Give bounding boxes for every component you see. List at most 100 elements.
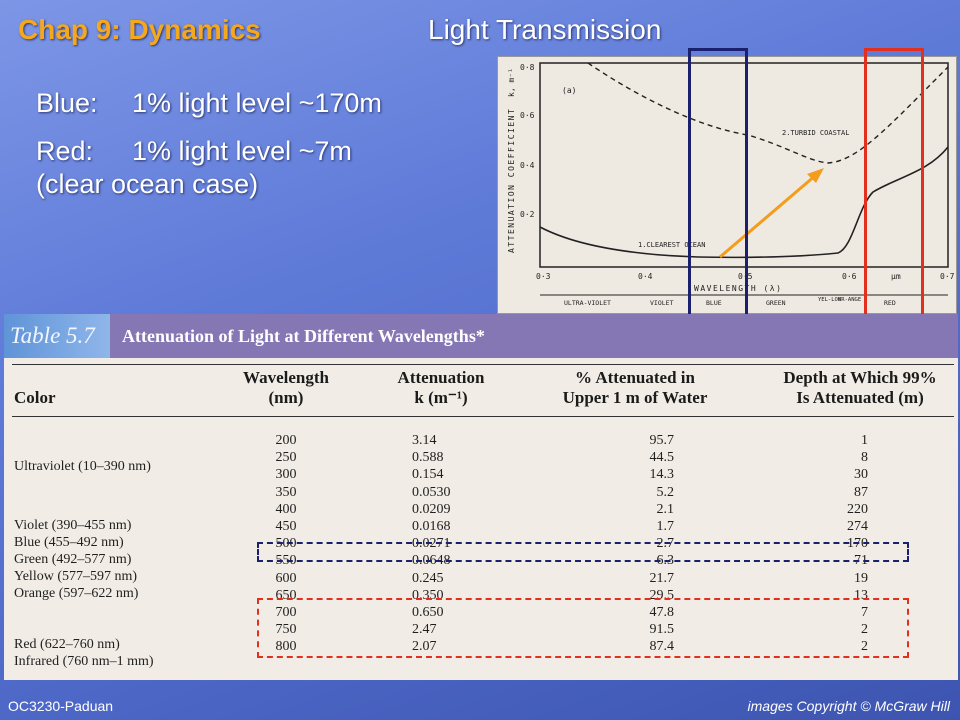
- depth-cell: 8: [861, 450, 868, 466]
- y-tick-label: 0·4: [520, 161, 535, 170]
- footer-copyright: images Copyright © McGraw Hill: [747, 698, 950, 714]
- band-label: VIOLET: [650, 299, 674, 307]
- col-header-percent: % Attenuated in Upper 1 m of Water: [562, 368, 708, 407]
- bullet-red: Red: 1% light level ~7m: [36, 134, 382, 168]
- clearest-ocean-curve: [539, 146, 949, 259]
- band-label: GREEN: [766, 299, 786, 307]
- band-label: RED: [884, 299, 896, 307]
- attenuation-cell: 0.650: [412, 605, 444, 620]
- bullet-text: 1% light level ~7m: [132, 136, 352, 166]
- y-axis-unit: k, m⁻¹: [507, 68, 516, 97]
- bullet-list: Blue: 1% light level ~170m Red: 1% light…: [36, 86, 382, 200]
- bullet-blue: Blue: 1% light level ~170m: [36, 86, 382, 120]
- percent-cell: 95.7: [649, 433, 675, 448]
- attenuation-cell: 0.0168: [412, 519, 451, 534]
- wavelength-cell: 750: [275, 622, 297, 638]
- curve-label: 2.TURBID COASTAL: [782, 129, 849, 137]
- attenuation-graph: 0·8 0·6 0·4 0·2 ATTENUATION COEFFICIENT …: [497, 56, 957, 314]
- attenuation-cell: 0.154: [412, 467, 444, 483]
- blue-dashed-highlight: [257, 542, 909, 562]
- attenuation-cell: 0.0530: [412, 484, 451, 500]
- color-label: Orange (597–622 nm): [14, 586, 139, 601]
- x-tick-label: 0·3: [536, 272, 551, 281]
- plot-frame: [539, 62, 949, 268]
- y-tick-label: 0·8: [520, 63, 535, 72]
- attenuation-cell: 0.245: [412, 570, 444, 586]
- color-label: Infrared (760 nm–1 mm): [14, 654, 154, 669]
- table-row: 700 0.650 47.8 7: [4, 604, 958, 621]
- table-rule-mid: [12, 416, 954, 417]
- table-rule-top: [12, 364, 954, 365]
- wavelength-cell: 200: [275, 433, 297, 448]
- color-label: Red (622–760 nm): [14, 637, 120, 652]
- color-label: Green (492–577 nm): [14, 552, 132, 567]
- bullet-label: Blue:: [36, 88, 98, 118]
- x-axis-label: WAVELENGTH (λ): [694, 284, 782, 293]
- panel-label: (a): [562, 86, 576, 95]
- table-row: 400 0.0209 2.1 220: [4, 501, 958, 518]
- table-row: 200 3.14 95.7 1: [4, 432, 958, 449]
- attenuation-table: Table 5.7 Attenuation of Light at Differ…: [4, 314, 958, 680]
- x-tick-label: 0·7: [940, 272, 955, 281]
- attenuation-cell: 3.14: [412, 433, 437, 448]
- wavelength-cell: 250: [275, 450, 297, 466]
- orange-arrow-head: [807, 168, 824, 183]
- slide-subtitle: Light Transmission: [428, 14, 662, 45]
- table-row: 750 2.47 91.5 2: [4, 621, 958, 638]
- y-tick-label: 0·2: [520, 210, 535, 219]
- depth-cell: 220: [847, 501, 868, 517]
- blue-highlight-box: [688, 48, 748, 326]
- bullet-note: (clear ocean case): [36, 169, 259, 199]
- color-label: Blue (455–492 nm): [14, 535, 124, 550]
- slide-title: Chap 9: Dynamics: [18, 14, 261, 45]
- percent-cell: 44.5: [649, 450, 675, 466]
- x-tick-label: 0·6: [842, 272, 857, 281]
- attenuation-cell: 0.0209: [412, 501, 451, 517]
- attenuation-cell: 2.47: [412, 622, 437, 638]
- y-axis-label: ATTENUATION COEFFICIENT: [507, 108, 516, 253]
- color-label: Violet (390–455 nm): [14, 518, 132, 533]
- orange-arrow: [719, 173, 817, 259]
- table-row: 350 0.0530 5.2 87: [4, 484, 958, 501]
- percent-cell: 5.2: [656, 484, 675, 500]
- table-header-bar: [4, 314, 958, 358]
- depth-cell: 87: [854, 484, 868, 500]
- depth-cell: 2: [861, 639, 868, 655]
- wavelength-cell: 700: [275, 605, 297, 620]
- percent-cell: 91.5: [649, 622, 675, 638]
- red-dashed-highlight: [257, 598, 909, 658]
- bullet-text: 1% light level ~170m: [132, 88, 382, 118]
- col-header-depth: Depth at Which 99% Is Attenuated (m): [783, 368, 937, 407]
- attenuation-cell: 2.07: [412, 639, 437, 655]
- percent-cell: 1.7: [656, 519, 675, 534]
- table-row: 600 0.245 21.7 19: [4, 570, 958, 587]
- band-label: ULTRA-VIOLET: [564, 299, 611, 307]
- percent-cell: 21.7: [649, 570, 675, 586]
- x-unit-label: μm: [891, 272, 901, 281]
- col-header-wavelength: Wavelength (nm): [243, 368, 329, 407]
- depth-cell: 19: [854, 570, 868, 586]
- band-label: YEL-LOW: [818, 297, 842, 303]
- wavelength-cell: 800: [275, 639, 297, 655]
- table-row: 250 0.588 44.5 8: [4, 449, 958, 466]
- band-label: OR-ANGE: [838, 297, 861, 303]
- percent-cell: 2.1: [656, 501, 675, 517]
- col-header-attenuation: Attenuation k (m⁻¹): [397, 368, 485, 407]
- percent-cell: 14.3: [649, 467, 675, 483]
- curve-label: 1.CLEAREST OCEAN: [638, 241, 705, 249]
- table-caption: Attenuation of Light at Different Wavele…: [122, 326, 485, 346]
- color-label: Ultraviolet (10–390 nm): [14, 459, 151, 474]
- depth-cell: 30: [854, 467, 868, 483]
- depth-cell: 2: [861, 622, 868, 638]
- wavelength-cell: 350: [275, 484, 297, 500]
- depth-cell: 274: [847, 519, 868, 534]
- table-row: 300 0.154 14.3 30: [4, 466, 958, 483]
- wavelength-cell: 300: [275, 467, 297, 483]
- color-label: Yellow (577–597 nm): [14, 569, 138, 584]
- table-row: 450 0.0168 1.7 274: [4, 518, 958, 535]
- table-badge: Table 5.7: [4, 314, 110, 358]
- depth-cell: 7: [861, 605, 868, 620]
- red-highlight-box: [864, 48, 924, 326]
- percent-cell: 87.4: [649, 639, 675, 655]
- col-header-color: Color: [14, 388, 56, 407]
